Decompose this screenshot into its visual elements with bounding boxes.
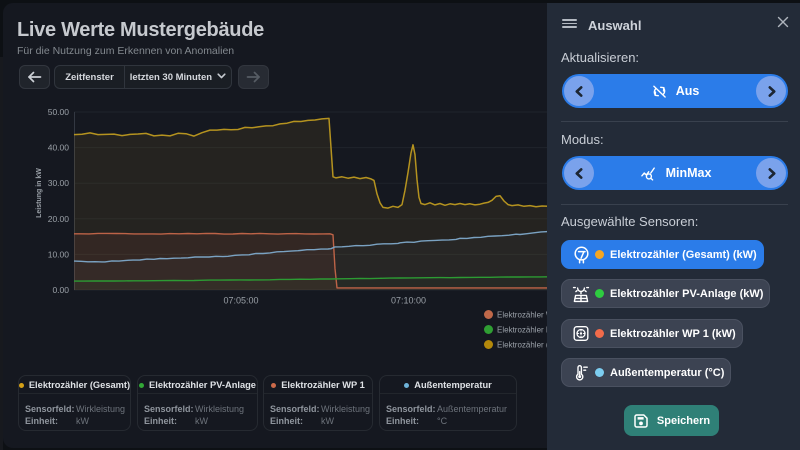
svg-text:Elektrozähler PV-Anlage: Elektrozähler PV-Anlage (497, 326, 584, 335)
svg-text:30.00: 30.00 (48, 178, 70, 188)
svg-text:Elektrozähler WP 1: Elektrozähler WP 1 (497, 311, 566, 320)
svg-text:10.00: 10.00 (48, 249, 70, 259)
svg-text:50.00: 50.00 (48, 107, 70, 117)
svg-text:07:05:00: 07:05:00 (223, 296, 258, 306)
svg-text:Elektrozähler (Gesamt): Elektrozähler (Gesamt) (497, 341, 580, 350)
svg-text:07:10:00: 07:10:00 (391, 296, 426, 306)
svg-text:40.00: 40.00 (48, 143, 70, 153)
svg-text:0.00: 0.00 (52, 285, 69, 295)
svg-text:Leistung in kW: Leistung in kW (36, 168, 43, 218)
svg-text:20.00: 20.00 (48, 214, 70, 224)
